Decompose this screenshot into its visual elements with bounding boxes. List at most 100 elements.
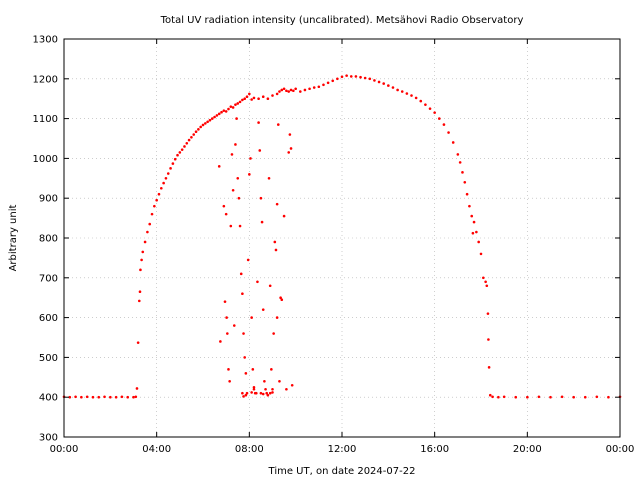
data-point [465, 192, 469, 196]
data-point [250, 391, 253, 394]
data-point [252, 385, 256, 389]
data-point [482, 276, 485, 280]
x-tick-label: 08:00 [235, 444, 264, 455]
data-point [276, 123, 280, 126]
data-point [271, 387, 274, 391]
data-point [199, 125, 202, 129]
y-axis-label: Arbitrary unit [8, 205, 19, 272]
data-point [287, 90, 291, 93]
data-point [213, 115, 216, 119]
data-point [292, 89, 295, 93]
data-point [396, 88, 399, 92]
y-tick-label: 900 [39, 194, 58, 205]
y-tick-label: 500 [39, 353, 58, 364]
data-point [219, 340, 222, 343]
data-point [241, 98, 244, 102]
data-points [62, 74, 622, 399]
data-point [472, 220, 476, 224]
x-tick-label: 04:00 [142, 444, 171, 455]
data-point [201, 123, 205, 127]
y-tick-label: 300 [39, 433, 58, 444]
data-point [236, 177, 240, 180]
data-point [259, 391, 263, 395]
chart-title: Total UV radiation intensity (uncalibrat… [160, 15, 524, 26]
data-point [97, 395, 101, 399]
data-point [217, 165, 221, 168]
data-point [258, 149, 262, 152]
data-point [225, 316, 228, 319]
data-point [245, 391, 249, 395]
data-point [254, 391, 258, 395]
x-axis-label: Time UT, on date 2024-07-22 [268, 466, 416, 477]
data-point [273, 240, 277, 244]
data-point [153, 204, 156, 208]
data-point [241, 391, 244, 395]
data-point [237, 196, 241, 200]
data-point [139, 268, 142, 272]
data-point [377, 80, 381, 84]
data-point [322, 83, 325, 87]
data-point [266, 393, 270, 397]
data-point [222, 204, 226, 208]
data-point [514, 395, 518, 399]
data-point [487, 338, 490, 341]
data-point [442, 123, 446, 126]
data-point [456, 153, 460, 156]
data-point [224, 110, 228, 113]
x-tick-label: 20:00 [513, 444, 542, 455]
data-point [382, 82, 386, 85]
data-point [234, 103, 237, 106]
data-point [303, 88, 307, 92]
data-point [287, 151, 291, 154]
data-point [232, 324, 236, 327]
data-point [208, 118, 212, 122]
data-point [243, 97, 246, 100]
data-point [275, 202, 279, 206]
data-point [261, 392, 265, 396]
data-point [280, 298, 284, 301]
data-point [250, 98, 253, 101]
data-point [299, 90, 302, 93]
data-point [410, 94, 413, 97]
y-tick-label: 1100 [33, 114, 58, 125]
data-point [271, 94, 274, 97]
data-point [252, 387, 256, 391]
data-point [215, 114, 219, 117]
data-point [204, 122, 207, 125]
data-point [192, 133, 196, 136]
data-point [363, 76, 367, 80]
data-point [135, 387, 139, 390]
data-point [217, 112, 221, 116]
data-point [239, 272, 243, 276]
data-point [235, 117, 238, 120]
data-point [173, 157, 177, 161]
data-point [468, 204, 471, 208]
data-point [259, 196, 263, 200]
data-point [143, 240, 147, 244]
data-point [162, 181, 165, 185]
data-point [155, 198, 158, 202]
data-point [607, 395, 610, 399]
data-point [274, 248, 278, 252]
data-point [180, 148, 184, 151]
data-point [257, 121, 260, 124]
data-point [227, 368, 230, 371]
data-point [290, 383, 294, 387]
data-point [373, 79, 376, 82]
data-point [246, 258, 250, 262]
data-point [169, 167, 172, 170]
data-point [285, 89, 288, 93]
data-point [229, 105, 233, 108]
data-point [289, 147, 293, 150]
data-point [475, 230, 478, 234]
data-point [497, 395, 500, 399]
data-point [354, 75, 358, 78]
data-point [238, 224, 242, 228]
data-point [244, 372, 248, 375]
data-point [140, 258, 143, 262]
data-point [132, 395, 135, 399]
data-point [537, 395, 541, 399]
data-point [243, 356, 246, 359]
data-point [488, 393, 492, 397]
data-point [230, 153, 234, 156]
